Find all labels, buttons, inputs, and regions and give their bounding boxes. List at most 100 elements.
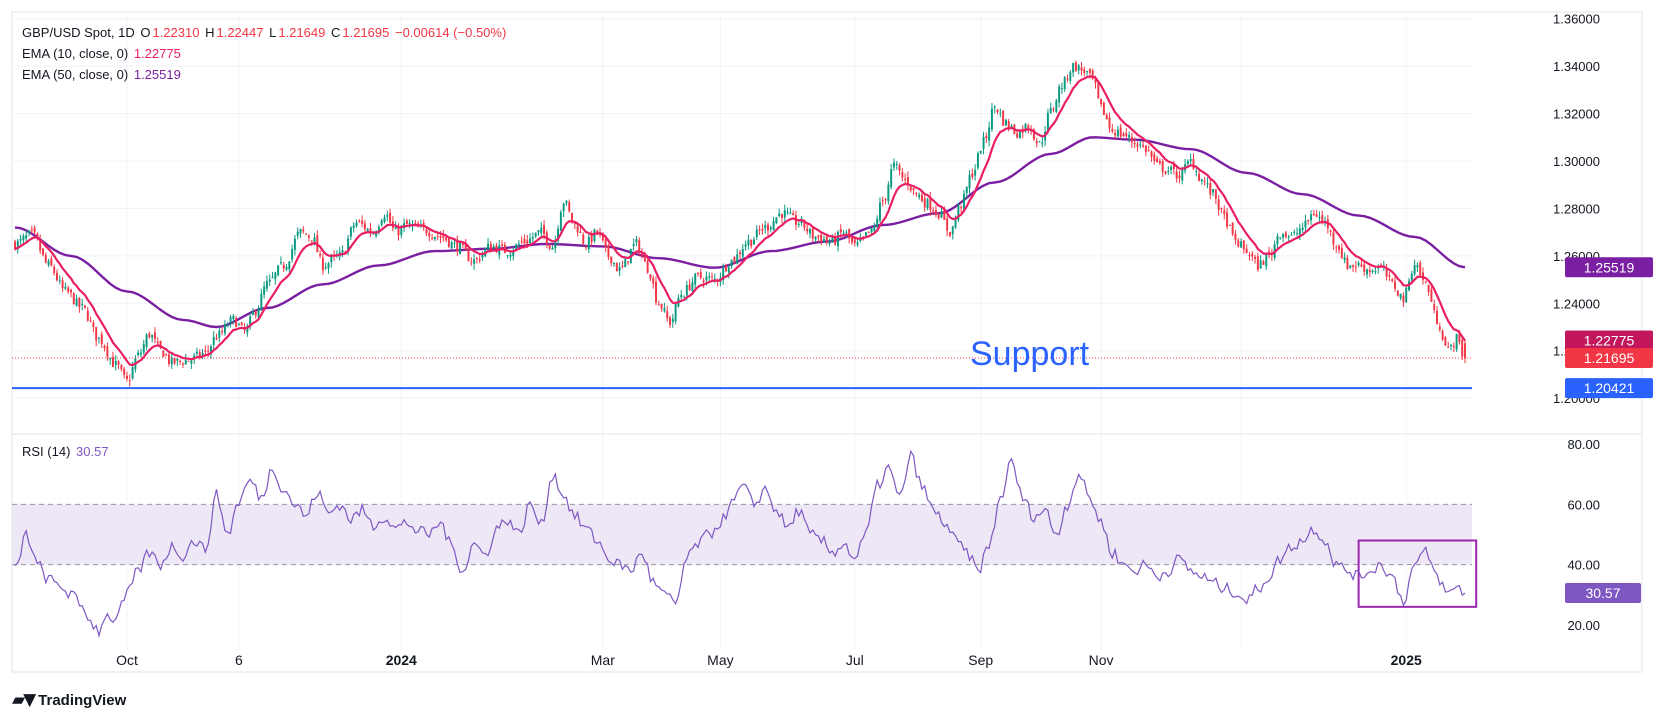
candle-body [173,357,176,364]
candle-body [313,237,316,244]
candle-body [1228,224,1231,226]
legend-rsi-row[interactable]: RSI (14) 30.57 [22,444,111,459]
candle-body [932,210,935,212]
candle-body [1290,234,1293,236]
candle-body [792,213,795,216]
candle-body [753,239,755,245]
candle-body [1245,248,1248,253]
candle-body [1072,62,1075,73]
candle-body [565,200,568,204]
candle-body [349,227,352,237]
candle-body [1181,169,1184,181]
candle-body [615,262,618,272]
candle-body [1318,217,1321,219]
candle-body [207,350,210,352]
candle-body [750,239,753,246]
legend-ema10-row[interactable]: EMA (10, close, 0) 1.22775 [22,46,183,61]
price-tick-label: 1.34000 [1553,59,1600,74]
candle-body [1220,208,1223,210]
candle-body [725,266,727,271]
candle-body [299,228,302,234]
candle-body [1192,159,1195,169]
rsi-highlight-box [1357,539,1478,608]
candle-body [856,242,859,245]
candle-body [1441,331,1444,340]
candle-body [81,303,84,305]
candle-body [926,199,929,209]
price-label-box [1565,347,1653,368]
rsi-axis[interactable]: 20.00 40.00 60.00 80.00 30.57 [1565,437,1641,633]
candle-body [106,346,109,357]
candle-body [951,226,954,235]
candle-body [512,251,515,256]
candle-body [864,232,867,236]
candle-body [1209,183,1212,195]
tradingview-logo[interactable]: ▰▼ TradingView [12,690,126,710]
legend-ema50-row[interactable]: EMA (50, close, 0) 1.25519 [22,67,183,82]
candle-body [993,106,996,108]
candle-body [811,228,814,239]
time-tick-label: Sep [968,652,993,668]
candle-body [184,359,187,365]
candle-body [176,358,179,361]
candle-body [470,261,473,263]
candle-body [288,261,291,270]
candle-body [848,228,851,239]
candle-body [1066,78,1069,80]
candle-body [1052,108,1055,110]
candle-body [1167,171,1170,173]
price-axis[interactable]: 1.200001.220001.240001.260001.280001.300… [1553,12,1600,406]
candle-body [1074,62,1077,72]
candle-body [375,232,378,236]
time-tick-label: 2025 [1391,652,1422,668]
candle-body [372,233,375,235]
candle-body [260,294,263,311]
candle-body [554,240,557,249]
candle-body [1153,154,1156,161]
candle-body [386,215,389,217]
price-label-box [1565,378,1653,399]
candle-body [1402,295,1405,303]
candle-body [1363,264,1366,272]
candle-body [237,323,240,325]
candle-body [825,236,828,242]
candle-body [683,296,685,298]
candle-body [1354,266,1357,268]
candle-body [425,228,428,234]
grid-lines [12,14,1472,650]
candle-body [293,238,296,250]
candle-body [999,112,1002,114]
candle-body [1447,346,1450,348]
legend-symbol-row[interactable]: GBP/USD Spot, 1D O 1.22310 H 1.22447 L 1.21… [22,25,508,40]
legend-low-label: L [269,25,277,40]
candle-body [1114,133,1117,136]
candle-body [892,162,895,168]
candle-body [139,352,142,355]
time-axis[interactable]: Oct 6 2024 Mar May Jul Sep Nov 2025 [116,652,1422,668]
candle-body [137,352,140,356]
candle-body [1262,261,1265,265]
legend-open: 1.22310 [152,25,200,40]
candle-body [28,230,30,234]
candle-body [988,127,991,141]
ema10-line [14,75,1466,367]
candle-body [646,260,649,273]
candle-body [1175,171,1178,179]
candle-body [347,238,350,251]
candle-body [1156,158,1159,163]
candle-body [618,267,621,271]
candle-body [117,361,120,365]
candle-body [971,173,974,178]
candle-body [377,227,380,233]
candle-body [641,251,644,256]
ema50-path [14,136,1466,329]
candle-body [279,262,282,264]
ema50-line [14,136,1466,329]
candle-body [940,211,943,218]
candle-body [47,260,50,266]
candle-body [481,253,484,258]
candle-body [142,344,145,353]
candle-body [159,340,162,349]
candle-body [850,237,853,243]
candle-body [531,237,534,239]
